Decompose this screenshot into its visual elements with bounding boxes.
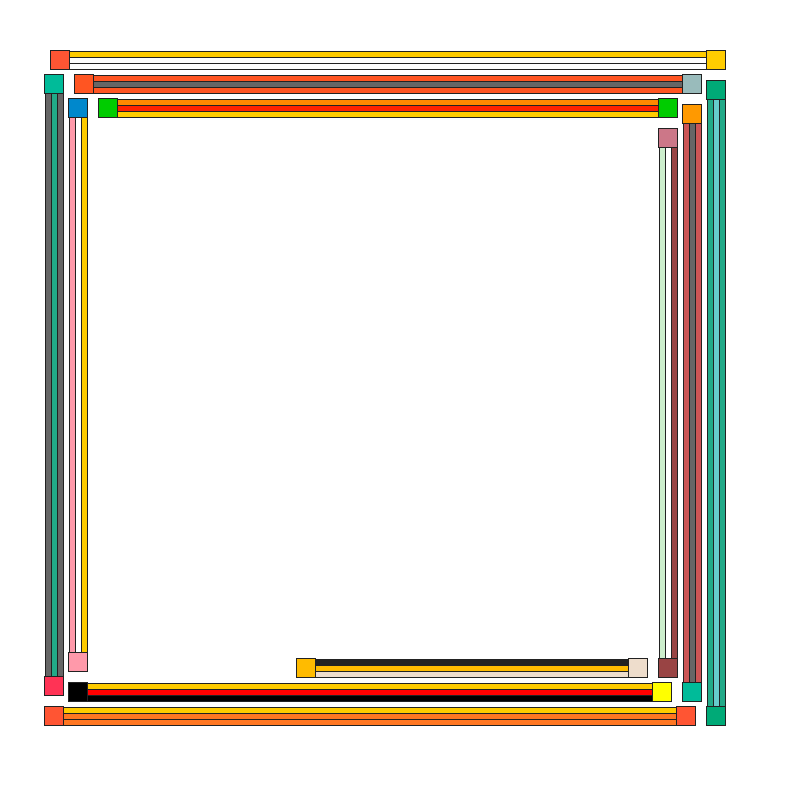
bottom-bar-2-start-cap [44, 706, 64, 726]
right-bar-3-start-cap [706, 80, 726, 100]
bottom-bar-1-stripe-3 [87, 695, 653, 702]
top-bar-1-stripe-3 [69, 63, 707, 70]
top-bar-2-start-cap [74, 74, 94, 94]
left-bar-1-end-cap [44, 676, 64, 696]
left-bar-2-end-cap [68, 652, 88, 672]
right-bar-2-start-cap [682, 104, 702, 124]
bottom-bar-short-end-cap [628, 658, 648, 678]
top-bar-2-end-cap [682, 74, 702, 94]
right-bar-1-start-cap [658, 128, 678, 148]
top-bar-2-stripe-3 [93, 87, 683, 94]
right-bar-2 [682, 104, 702, 702]
top-bar-3-end-cap [658, 98, 678, 118]
left-bar-2-start-cap [68, 98, 88, 118]
top-bar-3-start-cap [98, 98, 118, 118]
bottom-bar-1 [68, 682, 672, 702]
bottom-bar-short [296, 658, 648, 678]
right-bar-3-stripe-3 [719, 99, 726, 707]
left-bar-1-start-cap [44, 74, 64, 94]
left-bar-2 [68, 98, 88, 672]
top-bar-2 [74, 74, 702, 94]
bottom-bar-1-start-cap [68, 682, 88, 702]
bottom-bar-2-stripe-3 [63, 719, 677, 726]
bottom-bar-2 [44, 706, 696, 726]
bottom-bar-2-end-cap [676, 706, 696, 726]
right-bar-1 [658, 128, 678, 678]
top-bar-3 [98, 98, 678, 118]
bottom-bar-1-end-cap [652, 682, 672, 702]
right-bar-1-stripe-3 [671, 147, 678, 659]
top-bar-1-end-cap [706, 50, 726, 70]
bottom-bar-short-start-cap [296, 658, 316, 678]
right-bar-3-end-cap [706, 706, 726, 726]
top-bar-1 [50, 50, 726, 70]
left-bar-1 [44, 74, 64, 696]
right-bar-1-end-cap [658, 658, 678, 678]
bottom-bar-short-stripe-3 [315, 671, 629, 678]
top-bar-1-start-cap [50, 50, 70, 70]
right-bar-2-end-cap [682, 682, 702, 702]
right-bar-3 [706, 80, 726, 726]
left-bar-1-stripe-3 [57, 93, 64, 677]
left-bar-2-stripe-3 [81, 117, 88, 653]
top-bar-3-stripe-3 [117, 111, 659, 118]
right-bar-2-stripe-3 [695, 123, 702, 683]
